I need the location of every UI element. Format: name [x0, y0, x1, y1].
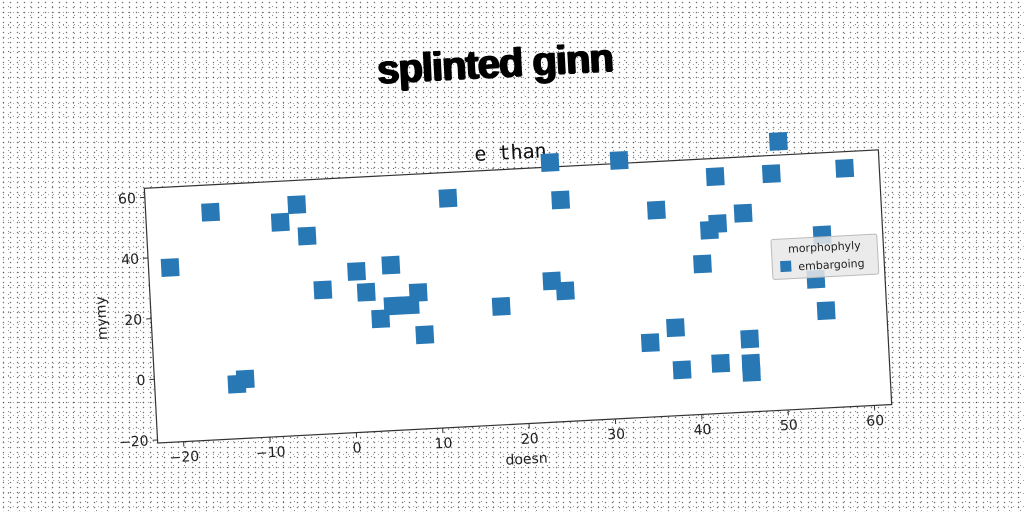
data-point [415, 325, 435, 345]
data-point [313, 280, 333, 300]
data-point [160, 258, 180, 277]
x-tick-label: 40 [693, 422, 712, 439]
y-tick-label: −20 [119, 433, 149, 451]
data-point [768, 131, 788, 151]
data-point [761, 164, 781, 184]
data-point [408, 283, 428, 302]
x-tick-label: 60 [866, 413, 885, 430]
data-point [640, 333, 660, 353]
data-point [270, 212, 290, 232]
data-point [356, 282, 376, 302]
data-point [235, 369, 255, 389]
data-point [297, 226, 317, 246]
x-tick-label: 0 [352, 440, 362, 456]
data-point [201, 202, 221, 222]
data-point [540, 153, 560, 172]
data-point [742, 362, 761, 382]
legend-box [770, 233, 880, 280]
x-tick-label: 10 [434, 436, 453, 453]
data-point [740, 329, 760, 349]
plot-area [143, 149, 893, 444]
y-tick-label: 20 [124, 312, 143, 329]
data-point [672, 360, 692, 380]
chart-title: splinted ginn [376, 35, 614, 93]
y-tick-label: 40 [121, 252, 140, 269]
data-point [693, 254, 712, 274]
data-point [711, 353, 731, 373]
x-tick-label: −10 [256, 444, 286, 462]
chart-subtitle: e than [474, 138, 547, 166]
data-point [816, 301, 836, 321]
axis-ticks: −20 −10 0 10 20 30 40 50 60 −20 0 20 40 60 [118, 191, 885, 467]
legend-label: embargoing [798, 257, 865, 273]
data-points [160, 131, 855, 394]
scatter-chart: e than −20 −10 0 10 20 30 40 50 60 −20 0 20 40 60 doe… [93, 131, 893, 469]
x-tick-label: 50 [780, 417, 799, 434]
data-point [438, 188, 458, 208]
data-point [646, 200, 666, 220]
x-tick-label: −20 [169, 449, 199, 467]
data-point [383, 296, 403, 316]
y-tick-label: 60 [118, 191, 137, 208]
y-tick-label: 0 [136, 373, 146, 389]
chart-container: e than −20 −10 0 10 20 30 40 50 60 −20 0 20 40 60 doe… [66, 84, 914, 487]
legend-swatch [780, 260, 792, 273]
y-axis-label: mymy [93, 296, 111, 341]
data-point [835, 158, 855, 178]
legend-title: morphophyly [788, 239, 862, 256]
data-point [347, 261, 366, 281]
data-point [708, 214, 728, 234]
data-point [733, 203, 753, 223]
data-point [609, 150, 629, 170]
data-point [555, 281, 575, 301]
data-point [381, 255, 401, 275]
legend: morphophyly embargoing [770, 233, 880, 280]
data-point [551, 190, 571, 210]
x-tick-label: 20 [521, 431, 540, 448]
data-point [666, 318, 685, 338]
x-tick-label: 30 [607, 427, 626, 444]
data-point [287, 195, 307, 215]
data-point [491, 296, 511, 316]
data-point [705, 167, 725, 187]
x-axis-label: doesn [505, 451, 548, 469]
